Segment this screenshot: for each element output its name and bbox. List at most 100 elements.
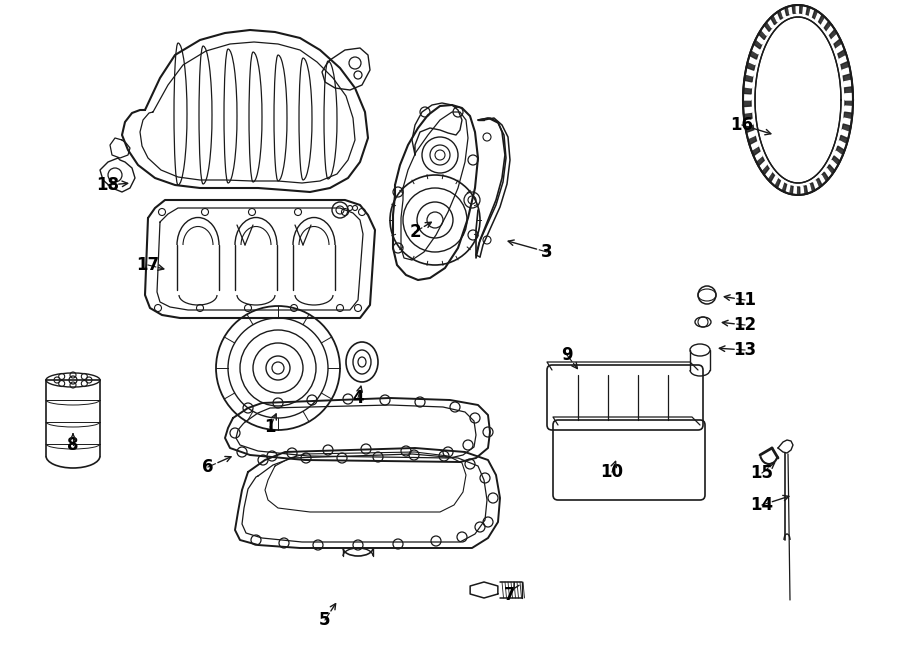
Polygon shape — [827, 165, 835, 175]
Polygon shape — [774, 12, 780, 22]
Polygon shape — [748, 56, 757, 65]
Polygon shape — [840, 136, 848, 145]
Polygon shape — [745, 67, 754, 76]
Polygon shape — [844, 80, 852, 88]
Text: 18: 18 — [96, 176, 120, 194]
Polygon shape — [830, 161, 838, 171]
Polygon shape — [834, 39, 842, 49]
Polygon shape — [792, 5, 796, 13]
Text: 8: 8 — [68, 436, 79, 454]
Polygon shape — [764, 21, 771, 32]
Polygon shape — [748, 136, 757, 145]
Polygon shape — [796, 187, 800, 195]
Polygon shape — [778, 10, 784, 19]
Text: 14: 14 — [751, 496, 774, 514]
Polygon shape — [743, 87, 752, 94]
Polygon shape — [750, 141, 758, 150]
Polygon shape — [743, 100, 752, 106]
Polygon shape — [806, 7, 811, 16]
Polygon shape — [767, 18, 775, 28]
Polygon shape — [774, 178, 780, 188]
Text: 7: 7 — [504, 586, 516, 604]
Polygon shape — [822, 18, 829, 28]
Polygon shape — [841, 130, 850, 139]
Polygon shape — [743, 112, 752, 120]
Polygon shape — [759, 29, 767, 40]
Polygon shape — [799, 186, 804, 195]
Polygon shape — [799, 5, 804, 13]
Polygon shape — [770, 15, 778, 24]
Text: 13: 13 — [734, 341, 757, 359]
Text: 5: 5 — [320, 611, 331, 629]
Polygon shape — [744, 74, 752, 82]
Polygon shape — [836, 146, 844, 156]
Polygon shape — [767, 172, 775, 182]
Polygon shape — [761, 165, 770, 175]
Polygon shape — [788, 5, 793, 15]
Polygon shape — [746, 61, 755, 70]
Polygon shape — [809, 8, 815, 17]
Text: 16: 16 — [731, 116, 753, 134]
Polygon shape — [838, 50, 847, 59]
Polygon shape — [838, 141, 847, 150]
Text: 3: 3 — [541, 243, 553, 261]
Polygon shape — [785, 7, 790, 16]
Polygon shape — [840, 56, 848, 65]
Polygon shape — [750, 50, 758, 59]
Polygon shape — [796, 5, 800, 13]
Polygon shape — [806, 184, 811, 194]
Polygon shape — [844, 112, 852, 120]
Polygon shape — [822, 172, 829, 182]
Polygon shape — [813, 10, 819, 19]
Polygon shape — [832, 34, 840, 44]
Polygon shape — [815, 178, 822, 188]
Polygon shape — [803, 186, 807, 194]
Polygon shape — [843, 74, 851, 82]
Polygon shape — [743, 80, 752, 88]
Text: 10: 10 — [600, 463, 624, 481]
Polygon shape — [819, 15, 825, 24]
Polygon shape — [764, 169, 771, 178]
Polygon shape — [842, 67, 850, 76]
Polygon shape — [743, 93, 752, 100]
Polygon shape — [824, 21, 832, 32]
Polygon shape — [813, 180, 819, 190]
Text: 15: 15 — [751, 464, 773, 482]
Text: 12: 12 — [734, 316, 757, 334]
Polygon shape — [743, 106, 752, 113]
Polygon shape — [844, 87, 853, 94]
Polygon shape — [761, 25, 770, 35]
Polygon shape — [781, 8, 787, 17]
Polygon shape — [819, 175, 825, 185]
Polygon shape — [778, 180, 784, 190]
Polygon shape — [815, 12, 822, 22]
Polygon shape — [788, 186, 793, 194]
Text: 6: 6 — [202, 458, 214, 476]
Text: 9: 9 — [562, 346, 572, 364]
Polygon shape — [752, 146, 760, 156]
Polygon shape — [844, 106, 853, 113]
Polygon shape — [842, 124, 850, 132]
Polygon shape — [845, 100, 853, 106]
Text: 1: 1 — [265, 418, 275, 436]
Polygon shape — [744, 118, 752, 126]
Polygon shape — [756, 156, 764, 166]
Polygon shape — [830, 29, 838, 40]
Polygon shape — [756, 34, 764, 44]
Polygon shape — [770, 175, 778, 185]
Polygon shape — [841, 61, 850, 70]
Polygon shape — [845, 93, 853, 100]
Polygon shape — [753, 39, 762, 49]
Text: 11: 11 — [734, 291, 757, 309]
Text: 2: 2 — [410, 223, 421, 241]
Polygon shape — [781, 182, 787, 192]
Polygon shape — [753, 151, 762, 161]
Polygon shape — [809, 182, 815, 192]
Text: 4: 4 — [352, 389, 364, 407]
Polygon shape — [836, 44, 844, 54]
Polygon shape — [746, 130, 755, 139]
Polygon shape — [843, 118, 851, 126]
Polygon shape — [792, 186, 796, 195]
Text: 17: 17 — [137, 256, 159, 274]
Polygon shape — [759, 161, 767, 171]
